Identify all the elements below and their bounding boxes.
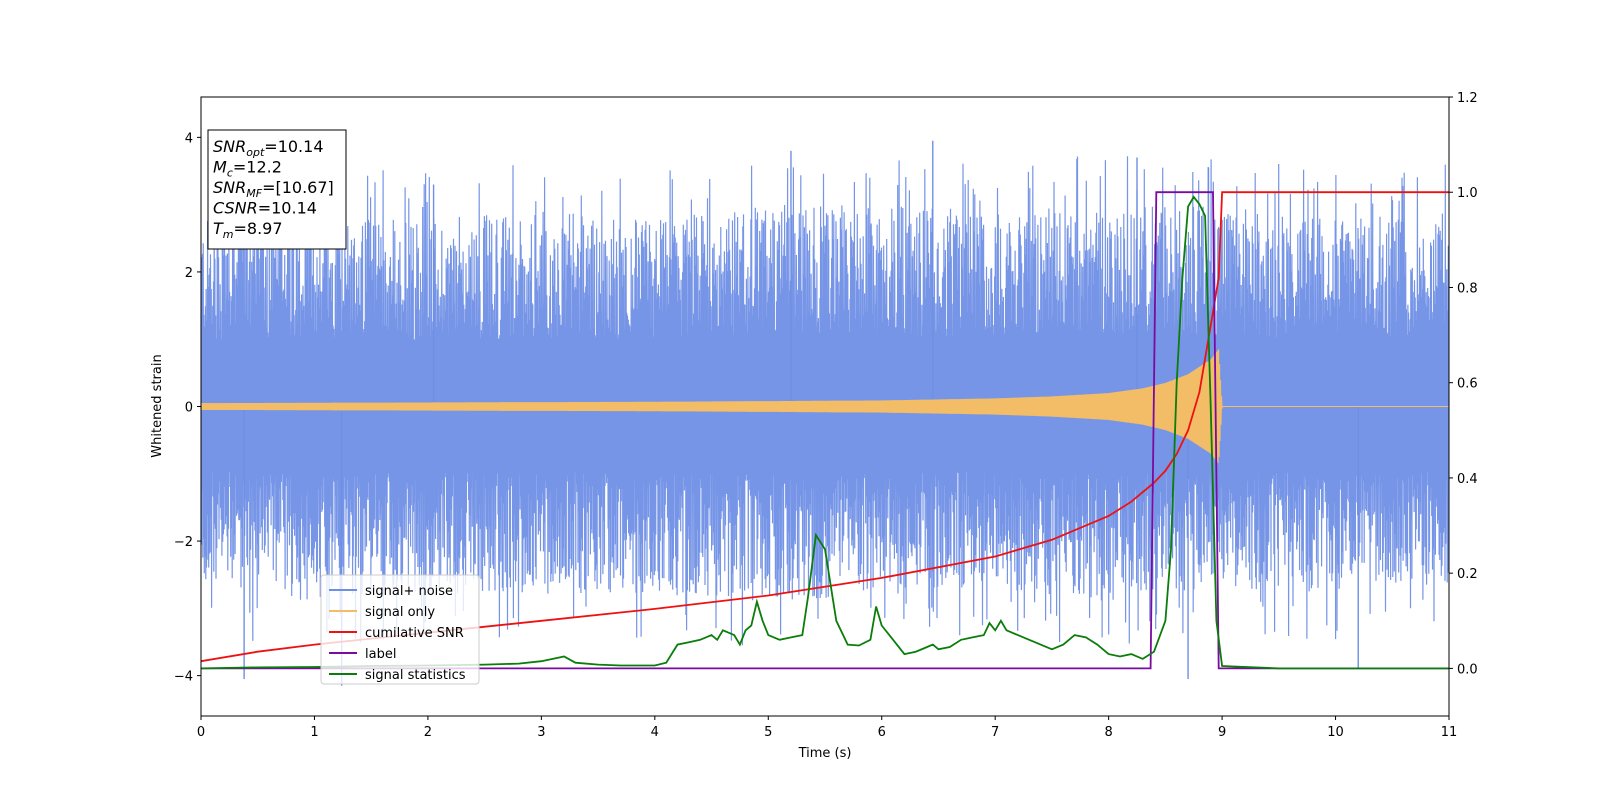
- annotation-line: Tm=8.97: [213, 219, 283, 241]
- x-tick-label: 3: [537, 725, 545, 740]
- y-axis-label: Whitened strain: [150, 354, 165, 457]
- x-tick-label: 8: [1104, 725, 1112, 740]
- series-signal-only: [201, 349, 1449, 464]
- annotation-lines: SNRopt=10.14Mc=12.2SNRMF=[10.67]CSNR=10.…: [213, 137, 334, 241]
- y-tick-label: −2: [174, 535, 193, 550]
- x-tick-label: 4: [651, 725, 659, 740]
- y2-tick-label: 0.4: [1457, 472, 1478, 487]
- y-axis-left: −4 −2 0 2 4: [174, 131, 201, 685]
- x-tick-label: 11: [1441, 725, 1458, 740]
- legend: signal+ noise signal only cumilative SNR la…: [320, 574, 480, 685]
- x-tick-label: 0: [197, 725, 205, 740]
- legend-label: signal+ noise: [365, 584, 453, 599]
- annotation-line: SNRopt=10.14: [213, 137, 324, 159]
- y-axis-right: 0.0 0.2 0.4 0.6 0.8 1.0 1.2: [1449, 91, 1478, 677]
- y-tick-label: 0: [185, 401, 193, 416]
- annotation-line: CSNR=10.14: [213, 199, 317, 218]
- y2-tick-label: 0.2: [1457, 567, 1478, 582]
- x-tick-label: 10: [1327, 725, 1344, 740]
- y-tick-label: 2: [185, 266, 193, 281]
- y2-tick-label: 0.8: [1457, 281, 1478, 296]
- x-tick-label: 7: [991, 725, 999, 740]
- annotation-line: SNRMF=[10.67]: [213, 178, 334, 200]
- annotation-box: SNRopt=10.14Mc=12.2SNRMF=[10.67]CSNR=10.…: [207, 129, 347, 250]
- y2-tick-label: 0.6: [1457, 377, 1478, 392]
- x-axis-label: Time (s): [798, 746, 852, 761]
- legend-label: signal only: [365, 605, 435, 620]
- series-signal-noise: [201, 156, 1449, 646]
- x-tick-label: 2: [424, 725, 432, 740]
- x-tick-label: 1: [310, 725, 318, 740]
- x-tick-label: 9: [1218, 725, 1226, 740]
- y2-tick-label: 1.0: [1457, 186, 1478, 201]
- y2-tick-label: 0.0: [1457, 662, 1478, 677]
- noise-peaks: [243, 140, 1359, 686]
- series-signal-statistics: [201, 195, 1449, 670]
- y2-tick-label: 1.2: [1457, 91, 1478, 106]
- legend-label: label: [365, 647, 396, 662]
- annotation-line: Mc=12.2: [213, 158, 282, 180]
- x-tick-label: 5: [764, 725, 772, 740]
- x-axis: 0 1 2 3 4 5 6 7 8 9 10 11: [197, 716, 1457, 740]
- legend-label: cumilative SNR: [365, 626, 464, 641]
- series-label: [201, 191, 1449, 670]
- x-tick-label: 6: [878, 725, 886, 740]
- y-tick-label: 4: [185, 131, 193, 146]
- y-tick-label: −4: [174, 670, 193, 685]
- legend-items: signal+ noise signal only cumilative SNR la…: [329, 584, 466, 683]
- legend-label: signal statistics: [365, 668, 466, 683]
